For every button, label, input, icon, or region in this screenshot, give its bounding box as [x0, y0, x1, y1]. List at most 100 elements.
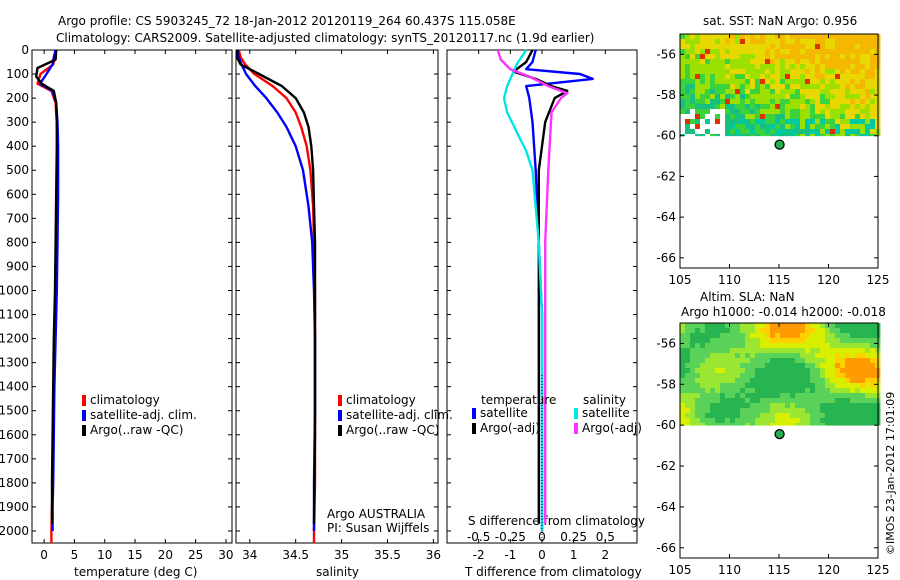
sst_map-cell	[870, 124, 876, 130]
sla_map-cell	[755, 373, 761, 379]
sla_map-cell	[855, 343, 861, 349]
sst_map-cell	[820, 119, 826, 125]
sst_map-cell	[715, 134, 721, 137]
sst_map-cell	[730, 89, 736, 95]
sla_map-cell	[700, 343, 706, 349]
sst_map-cell	[805, 119, 811, 125]
sst_map-cell	[700, 94, 706, 100]
sst_map-cell	[800, 89, 806, 95]
sla_map-cell	[870, 328, 876, 334]
sst_map-cell	[815, 134, 821, 137]
sla_map-cell	[835, 358, 841, 364]
sla_map-cell	[780, 328, 786, 334]
sst_map-cell	[715, 74, 721, 80]
sst_map-cell	[765, 64, 771, 70]
sst_map-cell	[860, 39, 866, 45]
sla_map-cell	[795, 383, 801, 389]
sla_map-cell	[785, 358, 791, 364]
sla_map-cell	[755, 393, 761, 399]
sla_map-cell	[860, 333, 866, 339]
sst_map-cell	[735, 69, 741, 75]
depth-tick-label: 1500	[0, 404, 29, 418]
sla_map-cell	[795, 348, 801, 354]
sla_map-cell	[825, 408, 831, 414]
sla_map-cell	[820, 403, 826, 409]
sla_map-cell	[735, 393, 741, 399]
sst_map-cell	[825, 89, 831, 95]
depth-tick-label: 1200	[0, 332, 29, 346]
sst_map-cell	[690, 69, 696, 75]
sst_map-cell	[780, 39, 786, 45]
sst_map-cell	[810, 94, 816, 100]
sla_map-cell	[820, 393, 826, 399]
sla_map-cell	[820, 328, 826, 334]
sla_map-cell	[810, 388, 816, 394]
sst_map-cell	[750, 44, 756, 50]
sla_map-cell	[760, 393, 766, 399]
sst_map-cell	[765, 134, 771, 137]
sst_map-cell	[770, 54, 776, 60]
sla_map-cell	[865, 338, 871, 344]
sst_map-cell	[760, 59, 766, 65]
sst_map-cell	[770, 119, 776, 125]
temperature-legend-label: Argo(..raw -QC)	[90, 423, 183, 437]
sla_map-cell	[800, 423, 806, 426]
sla_map-cell	[685, 413, 691, 419]
sst_map-cell	[770, 114, 776, 120]
sst_map-cell	[685, 94, 691, 100]
sla_map-cell	[695, 403, 701, 409]
sst_map-cell	[860, 79, 866, 85]
sla_map-cell	[865, 348, 871, 354]
sst_map-cell	[800, 69, 806, 75]
sst_map-cell	[765, 99, 771, 105]
depth-tick-label: 1300	[0, 356, 29, 370]
sla_map-cell	[745, 338, 751, 344]
sla_map-cell	[700, 403, 706, 409]
sst_map-cell	[840, 54, 846, 60]
sst_map-cell	[845, 34, 851, 40]
sla_map-cell	[740, 353, 746, 359]
sst_map-cell	[870, 59, 876, 65]
sla_map-cell	[770, 348, 776, 354]
sst_map-cell	[700, 54, 706, 60]
sst_map-cell	[845, 84, 851, 90]
sla_map-cell	[770, 343, 776, 349]
sst_map-cell	[825, 69, 831, 75]
sst_map-cell	[740, 99, 746, 105]
sst_map-cell	[855, 49, 861, 55]
sst_map-cell	[745, 94, 751, 100]
sla_map-cell	[795, 423, 801, 426]
sst_map-cell	[800, 124, 806, 130]
sst_map-cell	[765, 79, 771, 85]
sst_map-cell	[700, 84, 706, 90]
sla_map-cell	[865, 373, 871, 379]
sla_map-cell	[865, 408, 871, 414]
sla_map-cell	[745, 348, 751, 354]
sst_map-cell	[735, 124, 741, 130]
sst_map-cell	[780, 104, 786, 110]
sst_map-cell	[800, 114, 806, 120]
sst_map-cell	[690, 54, 696, 60]
sst_map-cell	[820, 134, 826, 137]
sst_map-cell	[680, 59, 686, 65]
sla_map-cell	[790, 398, 796, 404]
sla_map-cell	[695, 418, 701, 424]
sla_map-cell	[840, 348, 846, 354]
sla_map-cell	[725, 368, 731, 374]
sst_map-ytick-label: -64	[656, 210, 676, 224]
sst_map-cell	[835, 94, 841, 100]
sst_map-cell	[680, 129, 686, 135]
sla_map-cell	[685, 418, 691, 424]
sst_map-xtick-label: 115	[768, 273, 791, 287]
sla_map-cell	[780, 348, 786, 354]
sst_map-cell	[835, 34, 841, 40]
sla_map-cell	[820, 338, 826, 344]
sst_map-cell	[810, 44, 816, 50]
sla_map-cell	[750, 408, 756, 414]
sla_map-cell	[705, 353, 711, 359]
sst_map-cell	[860, 64, 866, 70]
sla_map-cell	[805, 378, 811, 384]
sst_map-cell	[690, 119, 696, 125]
sst_map-cell	[825, 44, 831, 50]
